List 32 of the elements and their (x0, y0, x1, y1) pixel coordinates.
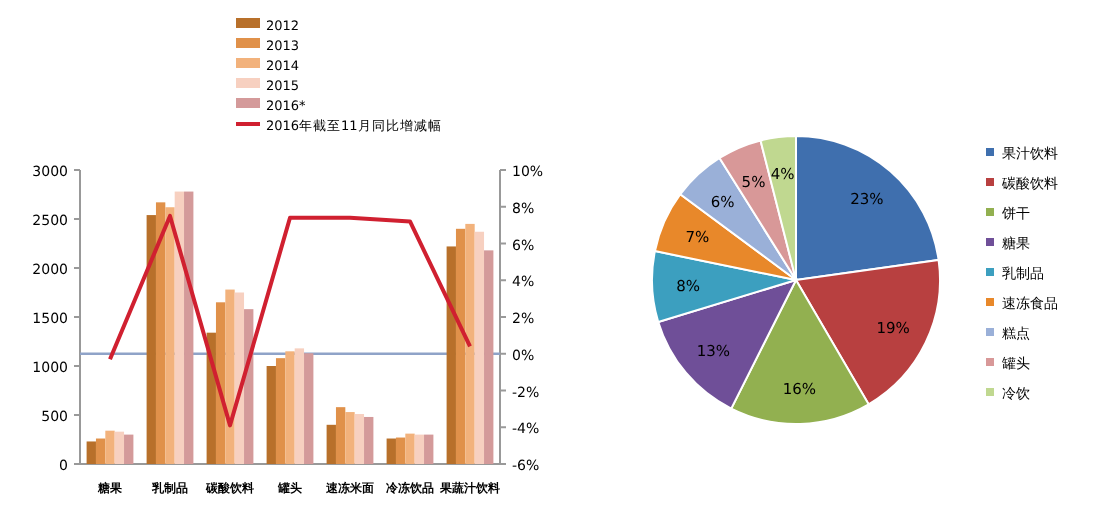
bar (474, 231, 485, 464)
bar (326, 424, 336, 464)
bar (155, 202, 166, 464)
bar (146, 215, 156, 464)
bar (484, 250, 494, 464)
bar (455, 228, 466, 464)
line-series (108, 213, 472, 428)
bar (86, 441, 96, 464)
bar (386, 438, 396, 464)
bar (266, 366, 276, 464)
bar (465, 223, 475, 464)
bar (395, 437, 406, 464)
bar (184, 191, 194, 464)
bar (114, 431, 125, 464)
bar (405, 433, 415, 464)
bar (124, 434, 134, 464)
bar (95, 438, 106, 464)
bar (275, 358, 286, 464)
bar (304, 353, 314, 464)
bar (424, 434, 434, 464)
bar (345, 412, 355, 464)
bar (174, 191, 185, 464)
bar (364, 416, 374, 464)
bar (414, 434, 425, 464)
bar (446, 246, 456, 464)
bar (354, 414, 365, 464)
bar (225, 289, 235, 464)
bar (105, 430, 115, 464)
bar (165, 207, 175, 464)
bar (335, 407, 346, 464)
bar (294, 348, 305, 464)
bar (285, 351, 295, 464)
